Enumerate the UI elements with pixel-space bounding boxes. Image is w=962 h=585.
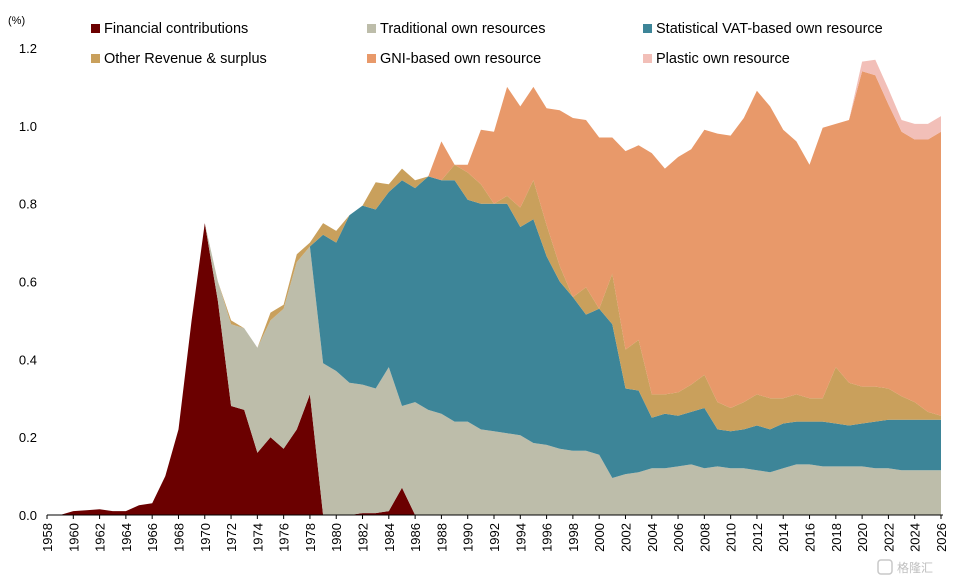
legend-label-traditional-own-resources: Traditional own resources	[380, 21, 545, 37]
x-tick-label: 2020	[855, 523, 870, 552]
y-tick-label: 1.2	[19, 41, 37, 56]
x-tick-label: 1960	[66, 523, 81, 552]
watermark-text: 格隆汇	[897, 560, 933, 575]
y-axis-unit: (%)	[8, 15, 25, 27]
legend-swatch-other-revenue-surplus	[91, 54, 100, 63]
legend-swatch-financial-contributions	[91, 24, 100, 33]
axes: 0.00.20.40.60.81.01.2 1958 1960 1962 1964 19…	[19, 41, 949, 552]
legend-swatch-gni-based-own-resource	[367, 54, 376, 63]
legend-label-gni-based-own-resource: GNI-based own resource	[380, 51, 541, 67]
legend-swatch-traditional-own-resources	[367, 24, 376, 33]
x-tick-label: 1968	[171, 523, 186, 552]
legend-swatch-plastic-own-resource	[643, 54, 652, 63]
x-tick-label: 1978	[303, 523, 318, 552]
y-tick-label: 0.2	[19, 430, 37, 445]
x-tick-label: 2016	[803, 523, 818, 552]
x-tick-label: 1996	[540, 523, 555, 552]
area-traditional-own-resources	[47, 223, 941, 515]
x-tick-label: 1962	[93, 523, 108, 552]
legend: Financial contributions Other Revenue & s…	[91, 21, 883, 67]
watermark: 格隆汇	[877, 559, 933, 575]
legend-label-other-revenue-surplus: Other Revenue & surplus	[104, 51, 267, 67]
area-statistical-vat-based-own-resource	[47, 176, 941, 515]
x-tick-label: 1964	[119, 523, 134, 552]
x-tick-label: 2006	[671, 523, 686, 552]
x-tick-label: 1966	[145, 523, 160, 552]
area-other-revenue-surplus	[47, 164, 941, 516]
y-tick-label: 0.8	[19, 197, 37, 212]
x-tick-label: 2010	[724, 523, 739, 552]
x-tick-label: 1984	[382, 523, 397, 552]
x-tick-label: 1972	[224, 523, 239, 552]
x-tick-label: 1990	[461, 523, 476, 552]
x-tick-label: 2012	[750, 523, 765, 552]
x-tick-label: 2004	[645, 523, 660, 552]
x-tick-label: 2014	[776, 523, 791, 552]
x-tick-label: 1958	[40, 523, 55, 552]
x-tick-label: 2026	[934, 523, 949, 552]
x-tick-label: 1992	[487, 523, 502, 552]
y-tick-label: 0.6	[19, 275, 37, 290]
legend-swatch-statistical-vat-based-own-resource	[643, 24, 652, 33]
y-tick-label: 0.4	[19, 352, 37, 367]
x-tick-label: 2018	[829, 523, 844, 552]
x-tick-label: 2008	[697, 523, 712, 552]
x-tick-label: 2022	[881, 523, 896, 552]
x-tick-label: 1976	[277, 523, 292, 552]
x-tick-label: 1988	[434, 523, 449, 552]
x-tick-label: 1974	[250, 523, 265, 552]
x-tick-label: 2000	[592, 523, 607, 552]
y-axis-ticks: 0.0 0.2 0.4 0.6 0.8 1.0 1.2	[19, 41, 37, 523]
legend-label-financial-contributions: Financial contributions	[104, 21, 248, 37]
x-tick-label: 1986	[408, 523, 423, 552]
x-tick-label: 1994	[513, 523, 528, 552]
watermark-logo-icon	[877, 559, 893, 575]
x-tick-label: 1970	[198, 523, 213, 552]
x-axis-ticks: 1958 1960 1962 1964 1966 1968 1970 1972 1974 1976…	[40, 515, 949, 552]
x-tick-label: 2024	[908, 523, 923, 552]
legend-label-statistical-vat-based-own-resource: Statistical VAT-based own resource	[656, 21, 883, 37]
y-tick-label: 1.0	[19, 119, 37, 134]
x-tick-label: 1998	[566, 523, 581, 552]
x-tick-label: 2002	[618, 523, 633, 552]
x-tick-label: 1980	[329, 523, 344, 552]
area-series-group	[47, 59, 941, 516]
legend-label-plastic-own-resource: Plastic own resource	[656, 51, 790, 67]
x-tick-label: 1982	[356, 523, 371, 552]
y-tick-label: 0.0	[19, 508, 37, 523]
area-financial-contributions	[47, 223, 941, 515]
area-gni-based-own-resource	[47, 71, 941, 516]
